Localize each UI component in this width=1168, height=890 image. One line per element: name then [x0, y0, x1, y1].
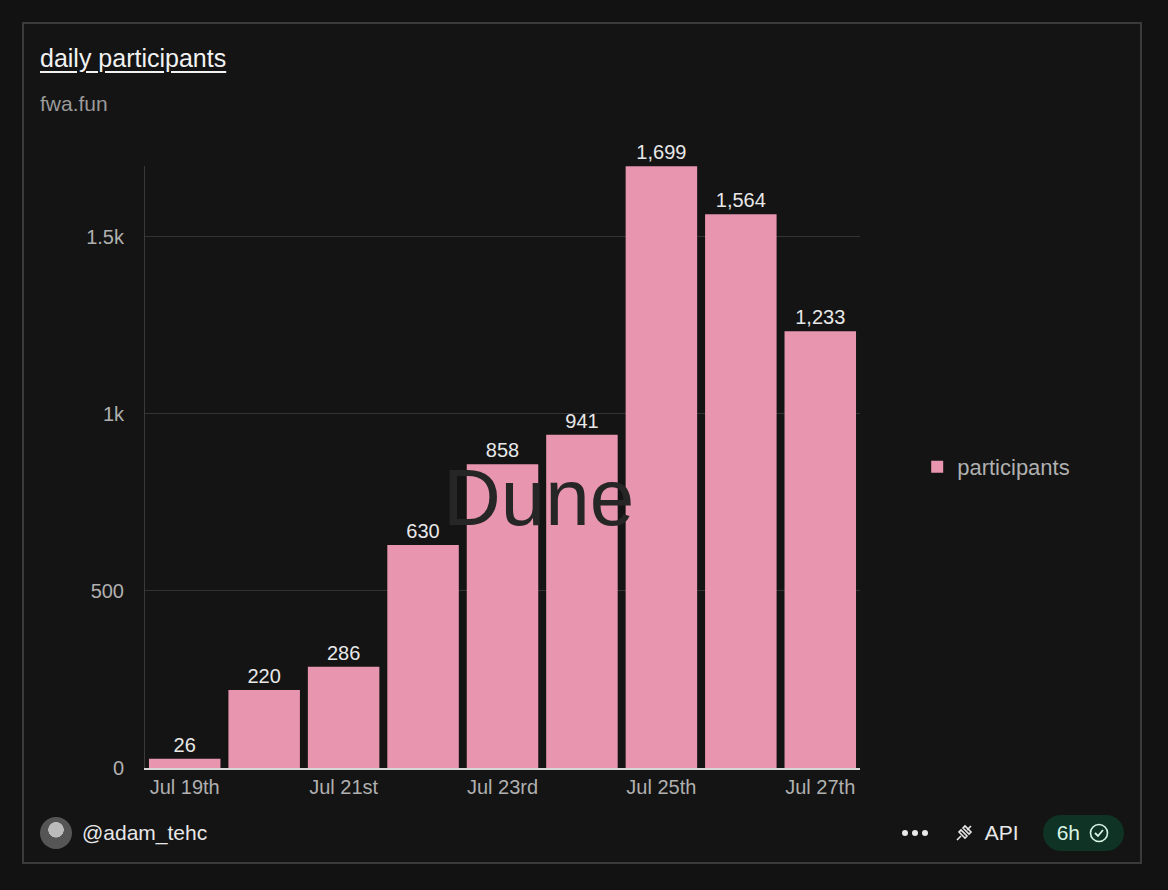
svg-text:1.5k: 1.5k: [86, 226, 125, 248]
html-text:6h: 6h: [1056, 821, 1080, 844]
svg-text:220: 220: [247, 665, 280, 687]
svg-text:Jul 21st: Jul 21st: [309, 776, 378, 798]
svg-text:858: 858: [486, 439, 519, 461]
svg-text:630: 630: [406, 520, 439, 542]
svg-text:500: 500: [91, 580, 124, 602]
html-text:API: API: [984, 821, 1019, 844]
svg-text:1,564: 1,564: [716, 189, 766, 211]
html-text:fwa.fun: fwa.fun: [40, 92, 108, 115]
svg-text:participants: participants: [957, 455, 1070, 480]
svg-text:286: 286: [327, 642, 360, 664]
svg-text:26: 26: [174, 734, 196, 756]
svg-text:1,699: 1,699: [636, 141, 686, 163]
svg-text:Jul 23rd: Jul 23rd: [467, 776, 538, 798]
svg-text:Jul 25th: Jul 25th: [626, 776, 696, 798]
svg-text:1,233: 1,233: [795, 306, 845, 328]
svg-text:Jul 27th: Jul 27th: [785, 776, 855, 798]
svg-text:0: 0: [113, 757, 124, 779]
svg-text:Dune: Dune: [443, 453, 634, 542]
svg-text:Jul 19th: Jul 19th: [150, 776, 220, 798]
html-text:@adam_tehc: @adam_tehc: [82, 821, 208, 844]
svg-text:941: 941: [565, 410, 598, 432]
html-text:daily participants: daily participants: [40, 44, 227, 72]
svg-text:1k: 1k: [103, 403, 125, 425]
